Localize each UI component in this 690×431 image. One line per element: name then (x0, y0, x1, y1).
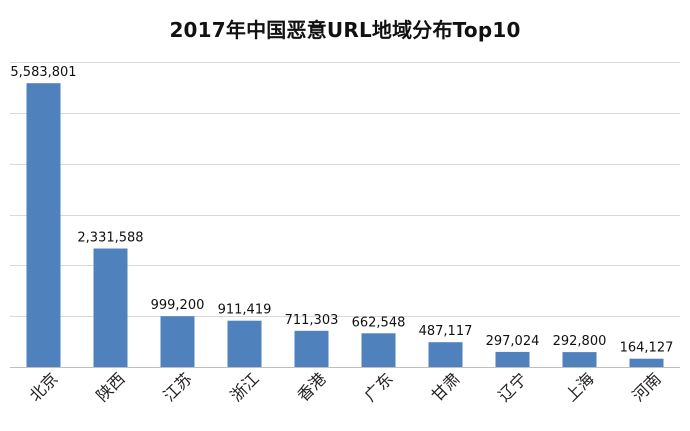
x-tick-label-4: 香港 (294, 369, 330, 405)
data-label-8: 292,800 (553, 334, 607, 349)
data-label-5: 662,548 (352, 315, 406, 330)
x-tick-label-8: 上海 (562, 369, 598, 405)
chart-title: 2017年中国恶意URL地域分布Top10 (169, 18, 521, 42)
data-label-0: 5,583,801 (10, 65, 76, 80)
x-tick-label-0: 北京 (26, 369, 62, 405)
x-tick-label-2: 江苏 (160, 369, 196, 405)
bar-9 (629, 358, 664, 367)
data-label-1: 2,331,588 (77, 231, 143, 246)
bar-0 (26, 83, 61, 367)
bar-5 (361, 333, 396, 367)
bar-1 (93, 248, 128, 367)
x-tick-label-7: 辽宁 (495, 369, 531, 405)
bar-7 (495, 351, 530, 367)
bar-8 (562, 352, 597, 367)
data-label-6: 487,117 (419, 324, 473, 339)
data-label-4: 711,303 (285, 313, 339, 328)
data-label-2: 999,200 (151, 298, 205, 313)
x-tick-label-3: 浙江 (227, 369, 263, 405)
bar-3 (227, 320, 262, 367)
x-tick-label-5: 广东 (361, 369, 397, 405)
data-label-7: 297,024 (486, 334, 540, 349)
x-tick-label-6: 甘肃 (428, 369, 464, 405)
bar-6 (428, 342, 463, 367)
bar-2 (160, 316, 195, 367)
x-tick-label-1: 陕西 (93, 369, 129, 405)
x-tick-label-9: 河南 (629, 369, 665, 405)
data-label-3: 911,419 (218, 303, 272, 318)
bar-4 (294, 330, 329, 367)
data-label-9: 164,127 (620, 341, 674, 356)
